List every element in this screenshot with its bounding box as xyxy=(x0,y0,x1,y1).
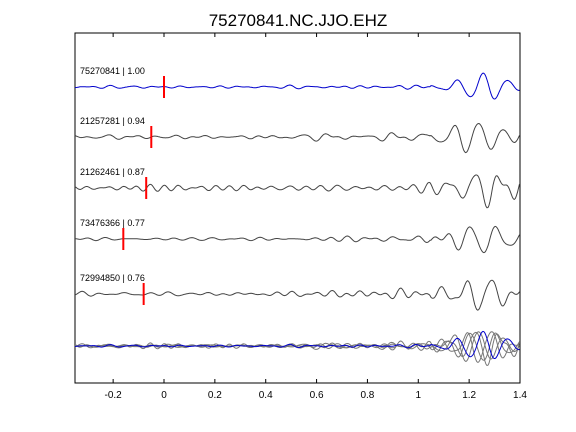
x-tick-label: 1.2 xyxy=(462,390,476,401)
trace-line-4 xyxy=(74,225,520,254)
stacked-traces xyxy=(74,330,520,366)
x-tick-label: 0 xyxy=(161,390,167,401)
trace-label-4: 73476366 | 0.77 xyxy=(80,218,145,228)
x-tick-label: -0.2 xyxy=(105,390,123,401)
trace-label-2: 21257281 | 0.94 xyxy=(80,116,145,126)
trace-line-5 xyxy=(74,279,520,311)
trace-line-1 xyxy=(74,72,520,100)
x-tick-label: 0.8 xyxy=(360,390,374,401)
stacked-trace-1 xyxy=(74,330,520,359)
x-tick-label: 0.6 xyxy=(310,390,324,401)
trace-line-3 xyxy=(74,174,520,209)
x-tick-label: 0.4 xyxy=(259,390,273,401)
x-tick-label: 0.2 xyxy=(208,390,222,401)
x-axis: -0.2 0 0.2 0.4 0.6 0.8 1 1.2 1.4 xyxy=(105,33,527,401)
trace-label-5: 72994850 | 0.76 xyxy=(80,273,145,283)
trace-line-2 xyxy=(74,123,520,154)
trace-label-3: 21262461 | 0.87 xyxy=(80,167,145,177)
chart-title: 75270841.NC.JJO.EHZ xyxy=(209,11,388,30)
trace-group: 75270841 | 1.00 21257281 | 0.94 21262461 |… xyxy=(74,66,520,311)
x-tick-label: 1.4 xyxy=(513,390,527,401)
trace-label-1: 75270841 | 1.00 xyxy=(80,66,145,76)
x-tick-label: 1 xyxy=(416,390,422,401)
plot-area xyxy=(74,32,521,384)
